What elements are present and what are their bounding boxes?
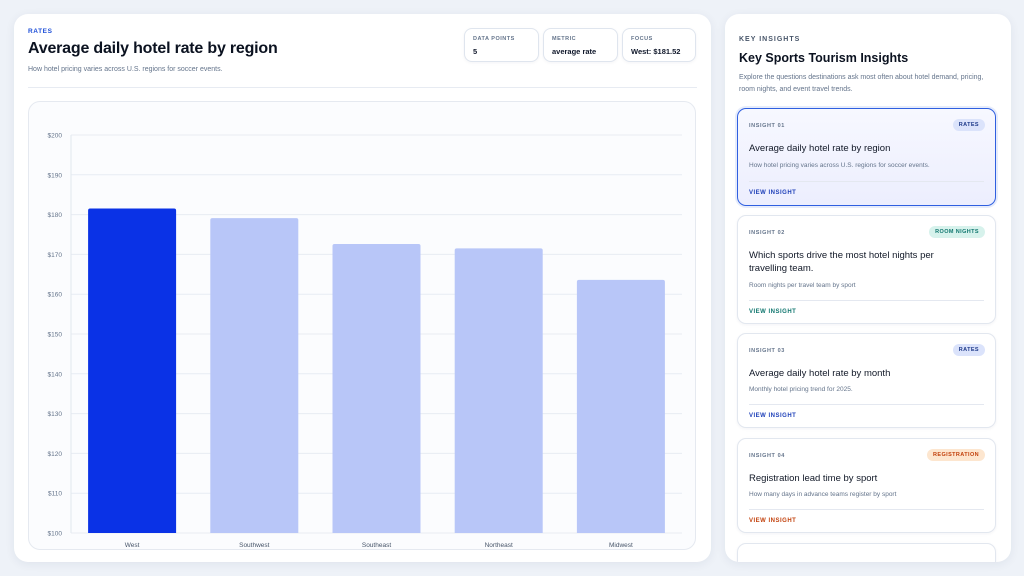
insight-title: Average daily hotel rate by month — [749, 368, 891, 379]
insight-description: Monthly hotel pricing trend for 2025. — [749, 386, 853, 393]
stat-label: FOCUS — [631, 36, 653, 42]
y-tick-label: $110 — [48, 491, 62, 498]
x-tick-label: Southeast — [362, 542, 391, 549]
insight-number: INSIGHT 04 — [749, 453, 785, 459]
category-eyebrow: RATES — [28, 28, 53, 35]
y-tick-label: $170 — [48, 252, 63, 259]
stat-focus: FOCUS West: $181.52 — [622, 28, 696, 62]
insight-card-03[interactable]: INSIGHT 03 RATES Average daily hotel rat… — [737, 333, 996, 428]
stat-value: 5 — [473, 47, 478, 56]
insight-divider — [749, 509, 984, 510]
x-tick-label: West — [125, 542, 140, 549]
insights-title: Key Sports Tourism Insights — [739, 51, 909, 65]
stat-value: average rate — [552, 47, 597, 56]
chart-panel: RATES Average daily hotel rate by region… — [14, 14, 711, 562]
insights-eyebrow: KEY INSIGHTS — [739, 36, 801, 43]
insight-number: INSIGHT 03 — [749, 348, 785, 354]
insight-title: Which sports drive the most hotel nights… — [749, 250, 934, 274]
bar-west[interactable] — [88, 208, 177, 533]
insight-tag: REGISTRATION — [927, 449, 985, 461]
header-divider — [28, 87, 697, 88]
stat-value: West: $181.52 — [631, 47, 681, 56]
insight-card-04[interactable]: INSIGHT 04 REGISTRATION Registration lea… — [737, 438, 996, 533]
y-tick-label: $200 — [48, 133, 63, 140]
x-tick-label: Midwest — [609, 542, 633, 549]
stat-data-points: DATA POINTS 5 — [464, 28, 539, 62]
y-tick-label: $120 — [48, 451, 63, 458]
insight-description: How many days in advance teams register … — [749, 491, 897, 498]
bar-southeast[interactable] — [332, 244, 421, 533]
insight-divider — [749, 300, 984, 301]
stat-label: METRIC — [552, 36, 577, 42]
insight-number: INSIGHT 02 — [749, 230, 785, 236]
insight-description: How hotel pricing varies across U.S. reg… — [749, 162, 930, 169]
y-tick-label: $100 — [48, 531, 63, 538]
view-insight-link[interactable]: VIEW INSIGHT — [749, 413, 797, 419]
insight-tag: RATES — [952, 344, 985, 356]
y-tick-label: $130 — [48, 411, 63, 418]
insight-number: INSIGHT 01 — [749, 123, 785, 129]
insights-description: Explore the questions destinations ask m… — [739, 74, 984, 93]
insights-panel: KEY INSIGHTS Key Sports Tourism Insights… — [725, 14, 1011, 562]
view-insight-link[interactable]: VIEW INSIGHT — [749, 309, 797, 315]
view-insight-link[interactable]: VIEW INSIGHT — [749, 190, 797, 196]
bar-chart: $100 $110 $120 $130 $140 $150 $160 $170 $180 $190… — [28, 101, 696, 550]
insight-description: Room nights per travel team by sport — [749, 282, 856, 289]
y-tick-label: $180 — [48, 212, 63, 219]
x-tick-label: Northeast — [485, 542, 513, 549]
chart-svg: $100 $110 $120 $130 $140 $150 $160 $170 $180 $190… — [48, 133, 682, 549]
insight-divider — [749, 181, 984, 182]
insight-title: Registration lead time by sport — [749, 473, 878, 484]
x-tick-label: Southwest — [239, 542, 270, 549]
y-tick-label: $150 — [48, 332, 63, 339]
bar-midwest[interactable] — [576, 279, 665, 533]
bar-southwest[interactable] — [210, 218, 299, 533]
view-insight-link[interactable]: VIEW INSIGHT — [749, 518, 797, 524]
stat-label: DATA POINTS — [473, 36, 515, 42]
insight-title: Average daily hotel rate by region — [749, 143, 891, 154]
insight-divider — [749, 404, 984, 405]
y-tick-label: $160 — [48, 292, 63, 299]
bar-northeast[interactable] — [454, 248, 543, 533]
y-tick-label: $140 — [48, 371, 63, 378]
insight-card-01[interactable]: INSIGHT 01 RATES Average daily hotel rat… — [737, 108, 996, 206]
stat-metric: METRIC average rate — [543, 28, 618, 62]
insight-tag: ROOM NIGHTS — [929, 226, 985, 238]
page-subtitle: How hotel pricing varies across U.S. reg… — [28, 66, 223, 73]
page-title: Average daily hotel rate by region — [28, 40, 278, 57]
insight-card-05-partial[interactable] — [737, 543, 996, 562]
insight-tag: RATES — [952, 119, 985, 131]
insight-card-02[interactable]: INSIGHT 02 ROOM NIGHTS Which sports driv… — [737, 215, 996, 324]
y-tick-label: $190 — [48, 172, 63, 179]
